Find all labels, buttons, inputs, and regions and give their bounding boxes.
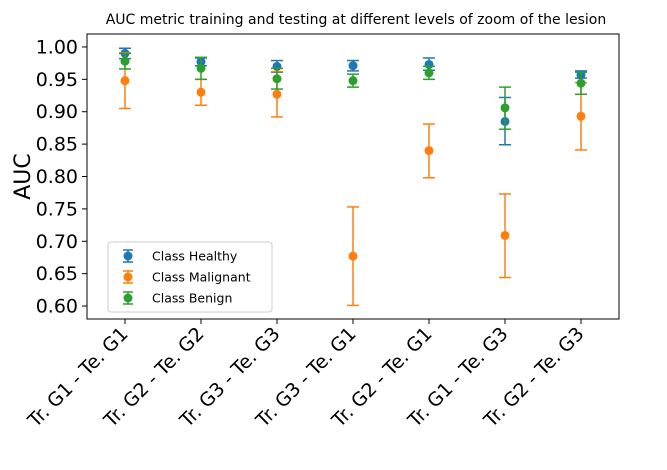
y-tick-label: 1.00 xyxy=(36,36,78,58)
data-point xyxy=(348,76,358,86)
data-point xyxy=(196,63,206,73)
data-point xyxy=(272,89,282,99)
data-point xyxy=(272,74,282,84)
data-point xyxy=(120,56,130,66)
legend-marker xyxy=(123,293,133,303)
series-class-benign xyxy=(119,52,587,130)
data-point xyxy=(348,251,358,261)
data-point xyxy=(424,146,434,156)
y-tick-label: 0.70 xyxy=(36,231,78,253)
data-point xyxy=(196,87,206,97)
y-tick-label: 0.60 xyxy=(36,296,78,318)
legend-marker xyxy=(123,251,133,261)
data-point xyxy=(500,230,510,240)
legend-label: Class Benign xyxy=(152,291,232,306)
y-tick-label: 0.85 xyxy=(36,134,78,156)
chart-title: AUC metric training and testing at diffe… xyxy=(106,12,607,28)
legend-label: Class Healthy xyxy=(152,249,238,264)
data-point xyxy=(348,61,358,71)
y-tick-label: 0.80 xyxy=(36,166,78,188)
data-point xyxy=(120,76,130,86)
y-tick-label: 0.65 xyxy=(36,263,78,285)
series-class-healthy xyxy=(119,47,587,146)
y-tick-label: 0.75 xyxy=(36,198,78,220)
y-tick-label: 0.90 xyxy=(36,101,78,123)
y-tick-label: 0.95 xyxy=(36,69,78,91)
data-point xyxy=(576,78,586,88)
legend-marker xyxy=(123,272,133,282)
legend-label: Class Malignant xyxy=(152,270,251,285)
data-point xyxy=(424,68,434,78)
legend-box xyxy=(107,241,273,313)
plot-area xyxy=(119,47,587,307)
y-axis-label: AUC xyxy=(11,153,36,200)
data-point xyxy=(576,111,586,121)
data-point xyxy=(500,103,510,113)
legend: Class Healthy Class Malignant Class Benign xyxy=(107,241,273,313)
y-axis: 0.60 0.65 0.70 0.75 0.80 0.85 0.90 0.95 1.00 xyxy=(36,36,87,318)
